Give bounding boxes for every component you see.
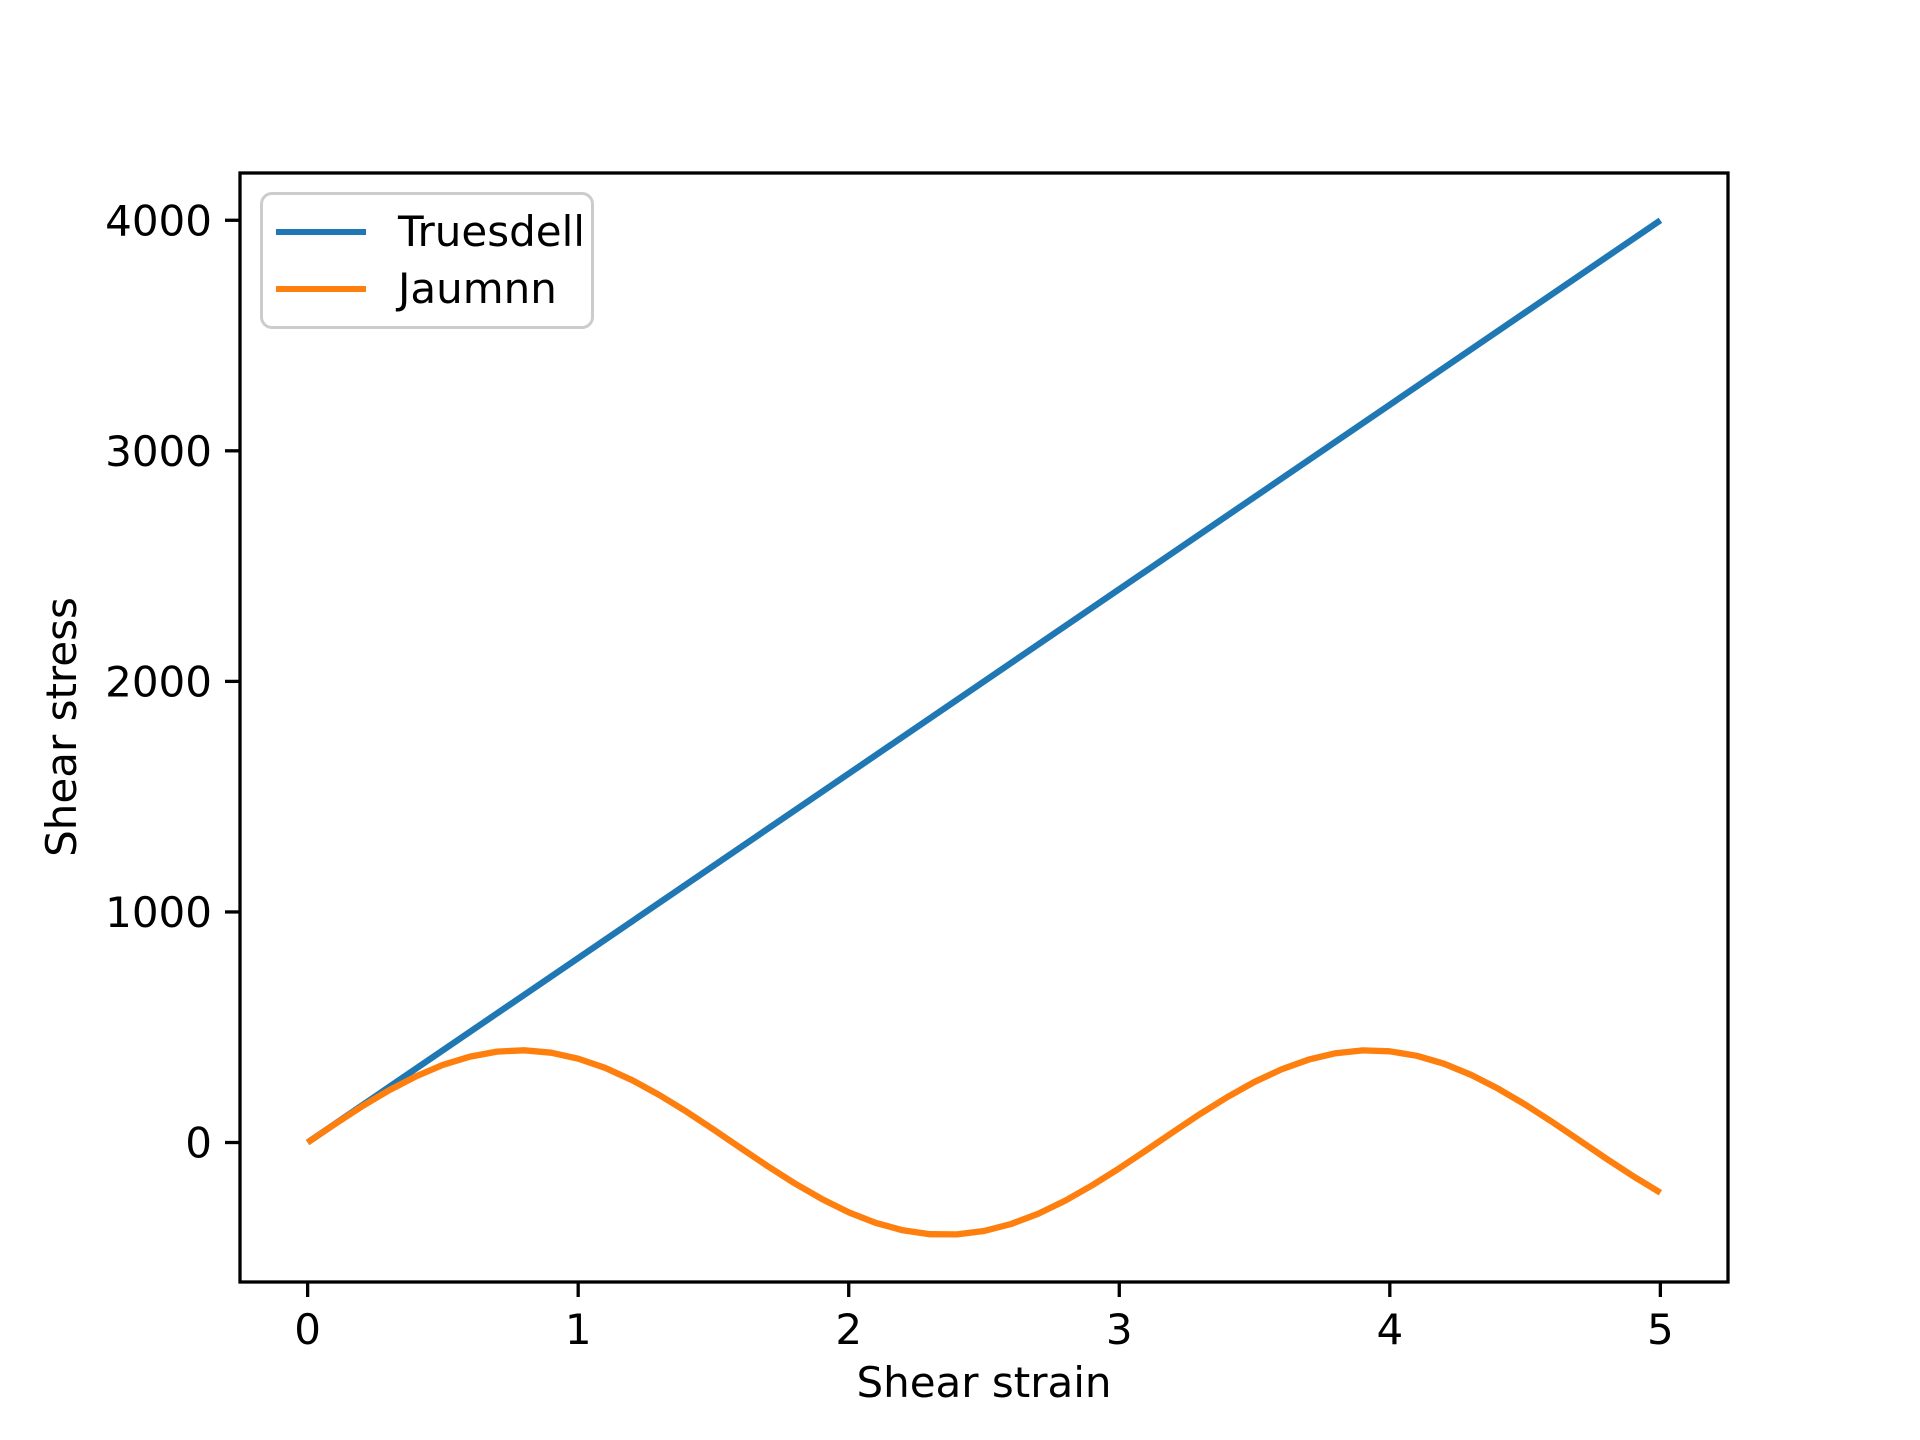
x-tick-label: 3 bbox=[1106, 1305, 1133, 1354]
x-tick-label: 2 bbox=[835, 1305, 862, 1354]
legend: Truesdell Jaumnn bbox=[260, 192, 594, 329]
y-tick-label: 4000 bbox=[105, 196, 212, 245]
y-tick-label: 0 bbox=[185, 1119, 212, 1168]
y-tick-label: 3000 bbox=[105, 427, 212, 476]
legend-line-sample-jaumnn bbox=[276, 286, 366, 293]
legend-entry-jaumnn: Jaumnn bbox=[276, 268, 591, 310]
series-line-truesdell bbox=[305, 217, 1663, 1146]
x-tick-label: 5 bbox=[1647, 1305, 1674, 1354]
x-tick-label: 1 bbox=[565, 1305, 592, 1354]
y-tick-label: 1000 bbox=[105, 888, 212, 937]
y-tick-label: 2000 bbox=[105, 657, 212, 706]
x-tick-label: 0 bbox=[294, 1305, 321, 1354]
y-axis-title: Shear stress bbox=[37, 597, 86, 857]
series-line-jaumnn bbox=[305, 1047, 1663, 1238]
legend-entry-truesdell: Truesdell bbox=[276, 206, 591, 256]
legend-label-truesdell: Truesdell bbox=[398, 206, 585, 256]
legend-line-sample-truesdell bbox=[276, 228, 366, 235]
legend-label-jaumnn: Jaumnn bbox=[398, 264, 557, 314]
x-tick-label: 4 bbox=[1376, 1305, 1403, 1354]
axes-spines bbox=[238, 171, 1730, 1284]
x-axis-title: Shear strain bbox=[856, 1358, 1112, 1407]
